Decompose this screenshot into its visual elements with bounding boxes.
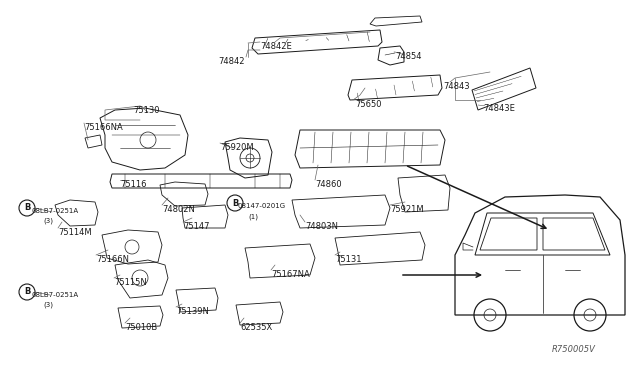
Text: 75130: 75130	[133, 106, 159, 115]
Text: 75139N: 75139N	[176, 307, 209, 316]
Text: 75147: 75147	[183, 222, 209, 231]
Text: 75114M: 75114M	[58, 228, 92, 237]
Text: 75921M: 75921M	[390, 205, 424, 214]
Text: 75166N: 75166N	[96, 255, 129, 264]
Text: 74854: 74854	[395, 52, 422, 61]
Text: 74803N: 74803N	[305, 222, 338, 231]
Text: 74860: 74860	[315, 180, 342, 189]
Text: 08LB7-0251A: 08LB7-0251A	[32, 292, 79, 298]
Text: 74802N: 74802N	[162, 205, 195, 214]
Text: 75115N: 75115N	[114, 278, 147, 287]
Text: 08147-0201G: 08147-0201G	[238, 203, 286, 209]
Text: 74842: 74842	[218, 57, 244, 66]
Text: 75116: 75116	[120, 180, 147, 189]
Text: 74843: 74843	[443, 82, 470, 91]
Text: 75131: 75131	[335, 255, 362, 264]
Text: 75010B: 75010B	[125, 323, 157, 332]
Text: 74843E: 74843E	[483, 104, 515, 113]
Text: (3): (3)	[43, 302, 53, 308]
Text: 74842E: 74842E	[260, 42, 292, 51]
Text: 08LB7-0251A: 08LB7-0251A	[32, 208, 79, 214]
Text: (1): (1)	[248, 213, 258, 219]
Text: 62535X: 62535X	[240, 323, 272, 332]
Text: R750005V: R750005V	[552, 345, 596, 354]
Text: 75650: 75650	[355, 100, 381, 109]
Text: B: B	[24, 288, 30, 296]
Text: (3): (3)	[43, 218, 53, 224]
Text: 75166NA: 75166NA	[84, 123, 123, 132]
Text: B: B	[24, 203, 30, 212]
Text: 75167NA: 75167NA	[271, 270, 310, 279]
Text: B: B	[232, 199, 238, 208]
Text: 75920M: 75920M	[220, 143, 253, 152]
